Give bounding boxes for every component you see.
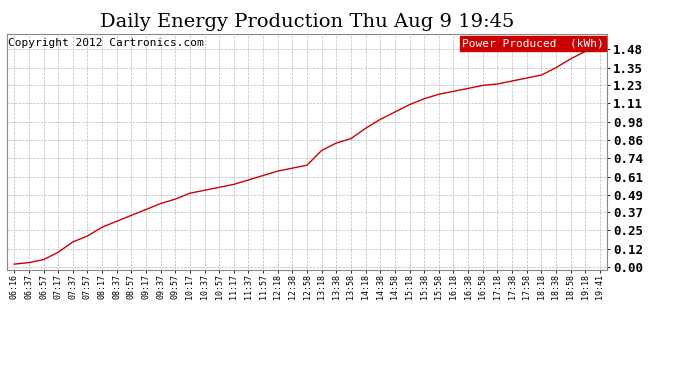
Title: Daily Energy Production Thu Aug 9 19:45: Daily Energy Production Thu Aug 9 19:45 bbox=[100, 13, 514, 31]
Text: Power Produced  (kWh): Power Produced (kWh) bbox=[462, 39, 604, 48]
Text: Copyright 2012 Cartronics.com: Copyright 2012 Cartronics.com bbox=[8, 39, 204, 48]
